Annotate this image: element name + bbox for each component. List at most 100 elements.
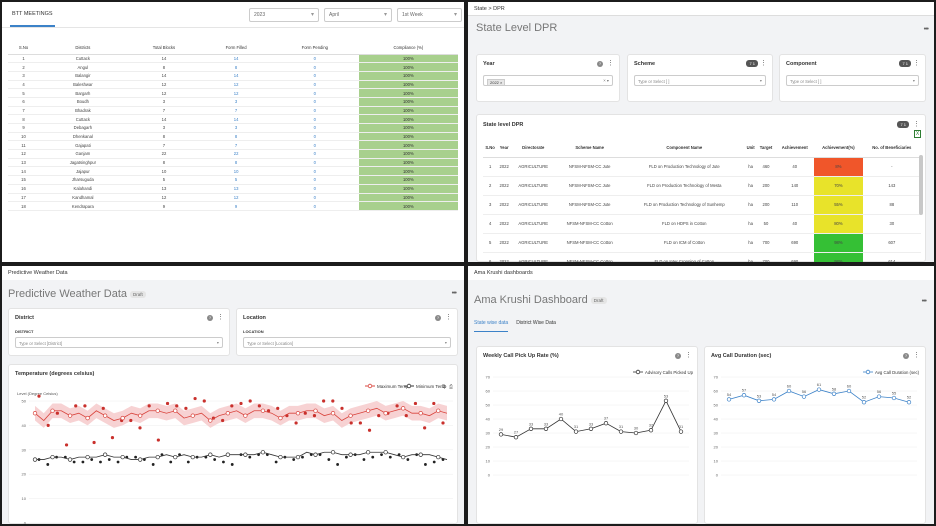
month-select[interactable]: April xyxy=(324,8,392,22)
table-cell[interactable]: 0 xyxy=(270,193,359,203)
legend-label[interactable]: Avg Call Duration (sec) xyxy=(875,370,920,375)
column-header[interactable]: Directorate xyxy=(511,139,556,158)
data-point[interactable] xyxy=(876,394,882,399)
table-cell[interactable]: 8 xyxy=(201,132,271,142)
kebab-icon[interactable]: ⋮ xyxy=(760,60,767,67)
table-cell[interactable]: 14 xyxy=(201,54,271,64)
table-cell[interactable]: 0 xyxy=(270,201,359,211)
table-cell[interactable]: 7 xyxy=(201,106,271,116)
table-cell[interactable]: 8 xyxy=(201,62,271,72)
data-point[interactable] xyxy=(513,435,519,440)
data-point[interactable] xyxy=(816,387,822,392)
info-icon[interactable]: ? xyxy=(207,315,213,321)
table-cell[interactable]: 0 xyxy=(270,158,359,168)
data-point[interactable] xyxy=(906,400,912,405)
table-cell[interactable]: 10 xyxy=(201,166,271,177)
scrollbar[interactable] xyxy=(919,155,923,215)
table-cell[interactable]: 0 xyxy=(270,80,359,90)
kebab-icon[interactable]: ⋮ xyxy=(445,314,452,321)
table-cell[interactable]: 3 xyxy=(201,97,271,107)
data-point[interactable] xyxy=(741,393,747,398)
data-point[interactable] xyxy=(861,400,867,405)
scheme-input[interactable]: Type or Select [ ] ▾ xyxy=(634,75,766,86)
table-cell[interactable]: 5 xyxy=(201,175,271,185)
more-options-icon[interactable]: ••• xyxy=(921,298,927,305)
chevron-down-icon[interactable]: ▾ xyxy=(216,340,219,345)
table-cell[interactable]: 22 xyxy=(201,149,271,159)
kebab-icon[interactable]: ⋮ xyxy=(913,121,920,128)
year-chip[interactable]: 2022 × xyxy=(487,79,506,86)
table-cell[interactable]: 0 xyxy=(270,166,359,177)
table-cell[interactable]: 0 xyxy=(270,62,359,72)
table-cell[interactable]: 0 xyxy=(270,184,359,194)
table-cell[interactable]: 0 xyxy=(270,106,359,116)
info-icon[interactable]: ? xyxy=(903,353,909,359)
table-cell[interactable]: 12 xyxy=(201,88,271,98)
clear-chevron-icon[interactable]: × ▾ xyxy=(603,78,609,83)
table-cell[interactable]: 14 xyxy=(201,71,271,81)
kebab-icon[interactable]: ⋮ xyxy=(913,352,920,359)
data-point[interactable] xyxy=(648,428,654,433)
data-point[interactable] xyxy=(756,398,762,403)
table-cell[interactable]: 0 xyxy=(270,149,359,159)
location-input[interactable]: Type or Select [Location] ▾ xyxy=(243,337,451,348)
table-cell[interactable]: 7 xyxy=(201,140,271,151)
district-input[interactable]: Type or Select [District] ▾ xyxy=(15,337,223,348)
table-cell[interactable]: 12 xyxy=(201,193,271,203)
table-cell[interactable]: 3 xyxy=(201,123,271,133)
data-point[interactable] xyxy=(543,426,549,431)
data-point[interactable] xyxy=(603,421,609,426)
download-icon[interactable]: ⎙ xyxy=(449,384,453,390)
excel-export-icon[interactable]: X xyxy=(914,130,921,138)
kebab-icon[interactable]: ⋮ xyxy=(217,314,224,321)
tab-btt-meetings[interactable]: BTT MEETINGS xyxy=(10,3,55,27)
column-header[interactable]: Component Name xyxy=(624,139,745,158)
table-cell[interactable]: 8 xyxy=(201,158,271,168)
column-header[interactable]: Unit xyxy=(744,139,757,158)
data-point[interactable] xyxy=(633,430,639,436)
table-cell[interactable]: 0 xyxy=(270,123,359,133)
more-options-icon[interactable]: ••• xyxy=(923,26,929,33)
table-cell[interactable]: 0 xyxy=(270,132,359,142)
kebab-icon[interactable]: ⋮ xyxy=(685,352,692,359)
chevron-down-icon[interactable]: ▾ xyxy=(759,78,762,83)
data-point[interactable] xyxy=(846,388,852,394)
table-cell[interactable]: 0 xyxy=(270,71,359,81)
table-cell[interactable]: 0 xyxy=(270,88,359,98)
legend-max-label[interactable]: Maximum Temp xyxy=(377,384,409,389)
tab-district-wise[interactable]: District Wise Data xyxy=(516,320,556,326)
data-point[interactable] xyxy=(831,391,837,396)
table-cell[interactable]: 0 xyxy=(270,140,359,151)
copy-icon[interactable]: ⧉ xyxy=(442,384,446,390)
data-point[interactable] xyxy=(588,426,594,431)
table-cell[interactable]: 14 xyxy=(201,114,271,124)
data-point[interactable] xyxy=(771,397,777,402)
table-cell[interactable]: 0 xyxy=(270,114,359,124)
data-point[interactable] xyxy=(573,429,579,434)
data-point[interactable] xyxy=(663,398,669,403)
legend-label[interactable]: Advisory Calls Picked Up xyxy=(645,370,694,375)
table-cell[interactable]: 12 xyxy=(201,80,271,90)
component-input[interactable]: Type or Select [ ] ▾ xyxy=(786,75,919,86)
data-point[interactable] xyxy=(786,388,792,394)
kebab-icon[interactable]: ⋮ xyxy=(913,60,920,67)
data-point[interactable] xyxy=(618,429,624,434)
tab-state-wise[interactable]: State wise data xyxy=(474,318,509,332)
data-point[interactable] xyxy=(528,426,534,431)
chevron-down-icon[interactable]: ▾ xyxy=(912,78,915,83)
data-point[interactable] xyxy=(498,432,504,437)
info-icon[interactable]: ? xyxy=(675,353,681,359)
column-header[interactable]: Year xyxy=(497,139,512,158)
info-icon[interactable]: ? xyxy=(435,315,441,321)
data-point[interactable] xyxy=(678,429,684,434)
column-header[interactable]: Scheme Name xyxy=(555,139,624,158)
week-select[interactable]: 1st Week xyxy=(397,8,462,22)
table-cell[interactable]: 0 xyxy=(270,54,359,64)
more-options-icon[interactable]: ••• xyxy=(451,290,457,297)
kebab-icon[interactable]: ⋮ xyxy=(607,60,614,67)
column-header[interactable]: No. of Beneficiaries xyxy=(862,139,921,158)
data-point[interactable] xyxy=(726,397,732,402)
table-cell[interactable]: 0 xyxy=(270,175,359,185)
data-point[interactable] xyxy=(801,394,807,399)
table-cell[interactable]: 13 xyxy=(201,184,271,194)
